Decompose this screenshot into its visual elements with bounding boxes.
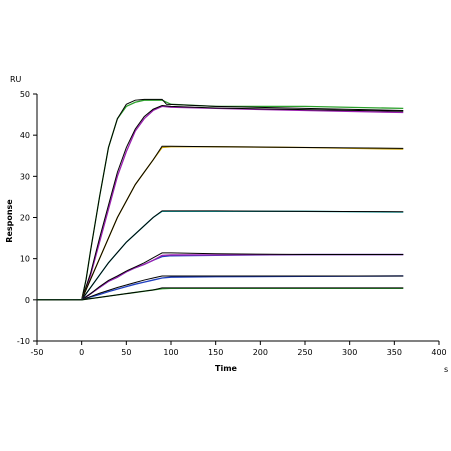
x-tick-label: 400 (431, 348, 446, 357)
x-tick-label: -50 (30, 348, 43, 357)
series-line-3 (37, 105, 404, 301)
y-tick-label: 0 (25, 296, 30, 305)
series-line-11 (37, 275, 404, 301)
x-tick-label: 300 (342, 348, 357, 357)
series-line-12 (37, 275, 404, 301)
axes (36, 94, 439, 342)
x-tick-label: 0 (79, 348, 84, 357)
y-tick-label: 40 (20, 131, 30, 140)
y-tick-label: 20 (20, 214, 30, 223)
series-layer (37, 98, 404, 301)
series-line-7 (37, 210, 404, 301)
x-tick-label: 350 (387, 348, 402, 357)
series-line-10 (37, 252, 404, 301)
y-axis-title: Response (5, 199, 14, 243)
series-line-5 (37, 145, 404, 301)
y-tick-label: 30 (20, 172, 30, 181)
series-line-2 (37, 105, 404, 301)
y-unit-label: RU (10, 75, 22, 84)
series-line-1 (37, 98, 404, 301)
x-tick-label: 50 (121, 348, 131, 357)
x-unit-label: s (444, 365, 448, 374)
x-tick-label: 100 (163, 348, 178, 357)
x-tick-label: 200 (253, 348, 268, 357)
x-ticks: -50 0 50 100 150 200 250 300 350 400 (30, 341, 447, 357)
x-axis-title: Time (215, 364, 238, 373)
y-tick-label: 10 (20, 255, 30, 264)
series-line-14 (37, 287, 404, 301)
y-ticks: -10 0 10 20 30 40 50 (17, 90, 37, 346)
y-tick-label: -10 (17, 337, 30, 346)
x-tick-label: 250 (297, 348, 312, 357)
y-tick-label: 50 (20, 90, 30, 99)
x-tick-label: 150 (208, 348, 223, 357)
